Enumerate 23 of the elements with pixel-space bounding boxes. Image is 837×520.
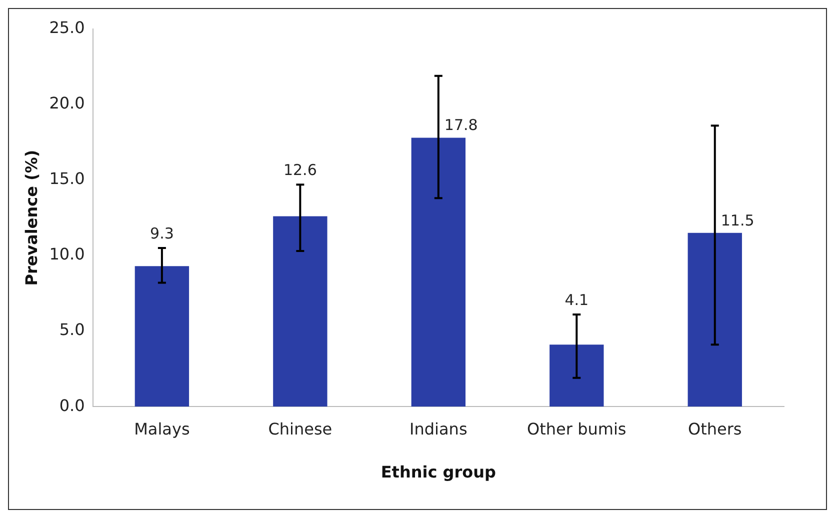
- x-tick-label: Chinese: [268, 419, 332, 438]
- data-label: 17.8: [444, 116, 478, 134]
- y-tick-label: 20.0: [49, 94, 85, 113]
- bar: [688, 232, 742, 407]
- y-tick-label: 15.0: [49, 169, 85, 188]
- y-tick-label: 25.0: [49, 18, 85, 38]
- x-tick-label: Others: [688, 419, 742, 438]
- data-label: 4.1: [564, 290, 589, 309]
- y-tick-label: 0.0: [59, 396, 85, 415]
- data-label: 11.5: [720, 211, 754, 230]
- x-tick-label: Other bumis: [527, 419, 626, 438]
- x-tick-label: Malays: [134, 419, 190, 438]
- x-axis-title: Ethnic group: [380, 462, 496, 482]
- bar: [411, 138, 466, 407]
- y-axis-title: Prevalence (%): [22, 150, 41, 286]
- y-tick-label: 10.0: [49, 244, 85, 264]
- data-label: 9.3: [150, 224, 174, 242]
- bar: [273, 216, 328, 407]
- data-label: 12.6: [283, 160, 317, 179]
- bar: [134, 266, 190, 407]
- x-tick-label: Indians: [410, 419, 468, 438]
- bar: [550, 344, 604, 407]
- y-tick-label: 5.0: [59, 320, 85, 340]
